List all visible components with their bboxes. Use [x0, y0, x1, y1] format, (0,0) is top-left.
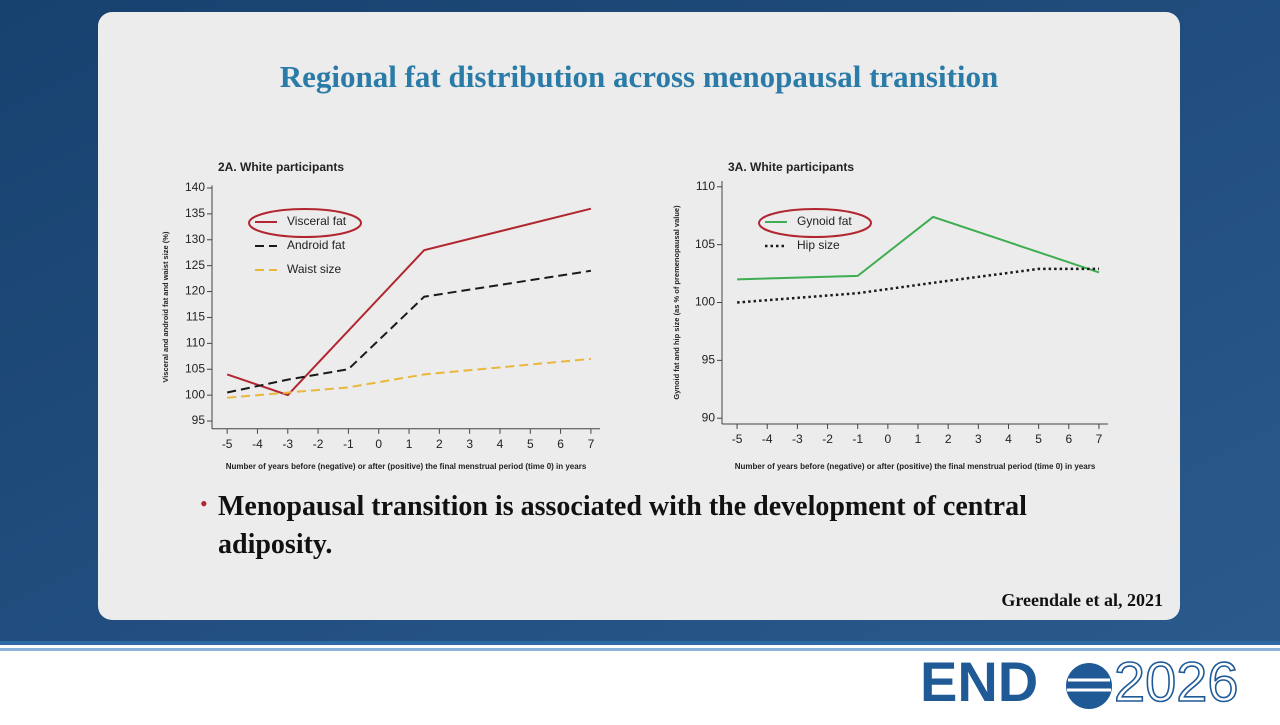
y-tick-label: 105: [185, 361, 205, 375]
x-tick-label: 1: [915, 432, 922, 446]
y-tick-label: 135: [185, 206, 205, 220]
series-line: [226, 207, 592, 397]
y-tick-label: 120: [185, 284, 205, 298]
logo-globe: [1066, 663, 1112, 709]
highlight-ellipse: [758, 208, 872, 238]
bullet-box: Menopausal transition is associated with…: [218, 491, 1027, 560]
y-tick-label: 130: [185, 232, 205, 246]
chart-title: 2A. White participants: [218, 160, 344, 174]
x-tick-label: 3: [975, 432, 982, 446]
highlight-ellipse: [248, 208, 362, 238]
series-line: [226, 269, 592, 394]
stripe: [0, 648, 1280, 651]
x-tick-label: -4: [762, 432, 773, 446]
legend-label: Visceral fat: [287, 214, 347, 228]
x-tick-label: -2: [313, 437, 324, 451]
x-tick-label: -3: [282, 437, 293, 451]
bullet-text: Menopausal transition is associated with…: [218, 491, 1027, 560]
x-axis-label: Number of years before (negative) or aft…: [735, 462, 1096, 471]
x-tick-label: 6: [557, 437, 564, 451]
legend-label: Gynoid fat: [797, 214, 852, 228]
x-tick-label: 7: [588, 437, 595, 451]
x-tick-label: -5: [732, 432, 743, 446]
logo-left: END: [920, 650, 1038, 713]
y-tick-label: 90: [702, 410, 716, 424]
series-line: [227, 357, 591, 399]
logo-right: 2026: [1114, 650, 1239, 713]
y-tick-label: 115: [186, 310, 205, 324]
citation: Greendale et al, 2021: [1001, 590, 1163, 610]
legend-label: Waist size: [287, 262, 342, 276]
slide-card: [98, 12, 1180, 620]
x-tick-label: 1: [406, 437, 413, 451]
x-tick-label: -1: [343, 437, 354, 451]
y-tick-label: 95: [702, 353, 716, 367]
x-axis-label: Number of years before (negative) or aft…: [226, 462, 587, 471]
charts: 2A. White participants951001051101151201…: [161, 160, 1108, 471]
logo-globe-lines: [1067, 678, 1111, 692]
y-axis-label: Gynoid fat and hip size (as % of premeno…: [672, 205, 681, 400]
y-tick-label: 95: [192, 413, 206, 427]
x-tick-label: 2: [945, 432, 952, 446]
stripe: [0, 641, 1280, 645]
x-tick-label: -4: [252, 437, 263, 451]
chart-title: 3A. White participants: [728, 160, 854, 174]
y-tick-label: 125: [185, 258, 205, 272]
y-tick-label: 100: [185, 387, 205, 401]
y-tick-label: 100: [695, 295, 715, 309]
x-tick-label: 5: [1035, 432, 1042, 446]
y-tick-label: 140: [185, 180, 205, 194]
y-tick-label: 110: [696, 179, 715, 193]
slide-title: Regional fat distribution across menopau…: [280, 59, 999, 94]
x-tick-label: 4: [1005, 432, 1012, 446]
series-line: [737, 215, 1100, 281]
x-tick-label: 6: [1065, 432, 1072, 446]
y-axis-label: Visceral and android fat and waist size …: [161, 231, 170, 383]
x-tick-label: 7: [1096, 432, 1103, 446]
y-tick-label: 110: [186, 336, 205, 350]
x-tick-label: -3: [792, 432, 803, 446]
legend-label: Hip size: [797, 238, 840, 252]
x-tick-label: 0: [375, 437, 382, 451]
bullet-dot: •: [200, 491, 208, 516]
x-tick-label: 4: [497, 437, 504, 451]
x-tick-label: 2: [436, 437, 443, 451]
x-tick-label: -2: [822, 432, 833, 446]
x-tick-label: -1: [852, 432, 863, 446]
x-tick-label: -5: [222, 437, 233, 451]
legend-label: Android fat: [287, 238, 346, 252]
x-tick-label: 5: [527, 437, 534, 451]
x-tick-label: 3: [466, 437, 473, 451]
y-tick-label: 105: [695, 237, 715, 251]
x-tick-label: 0: [885, 432, 892, 446]
